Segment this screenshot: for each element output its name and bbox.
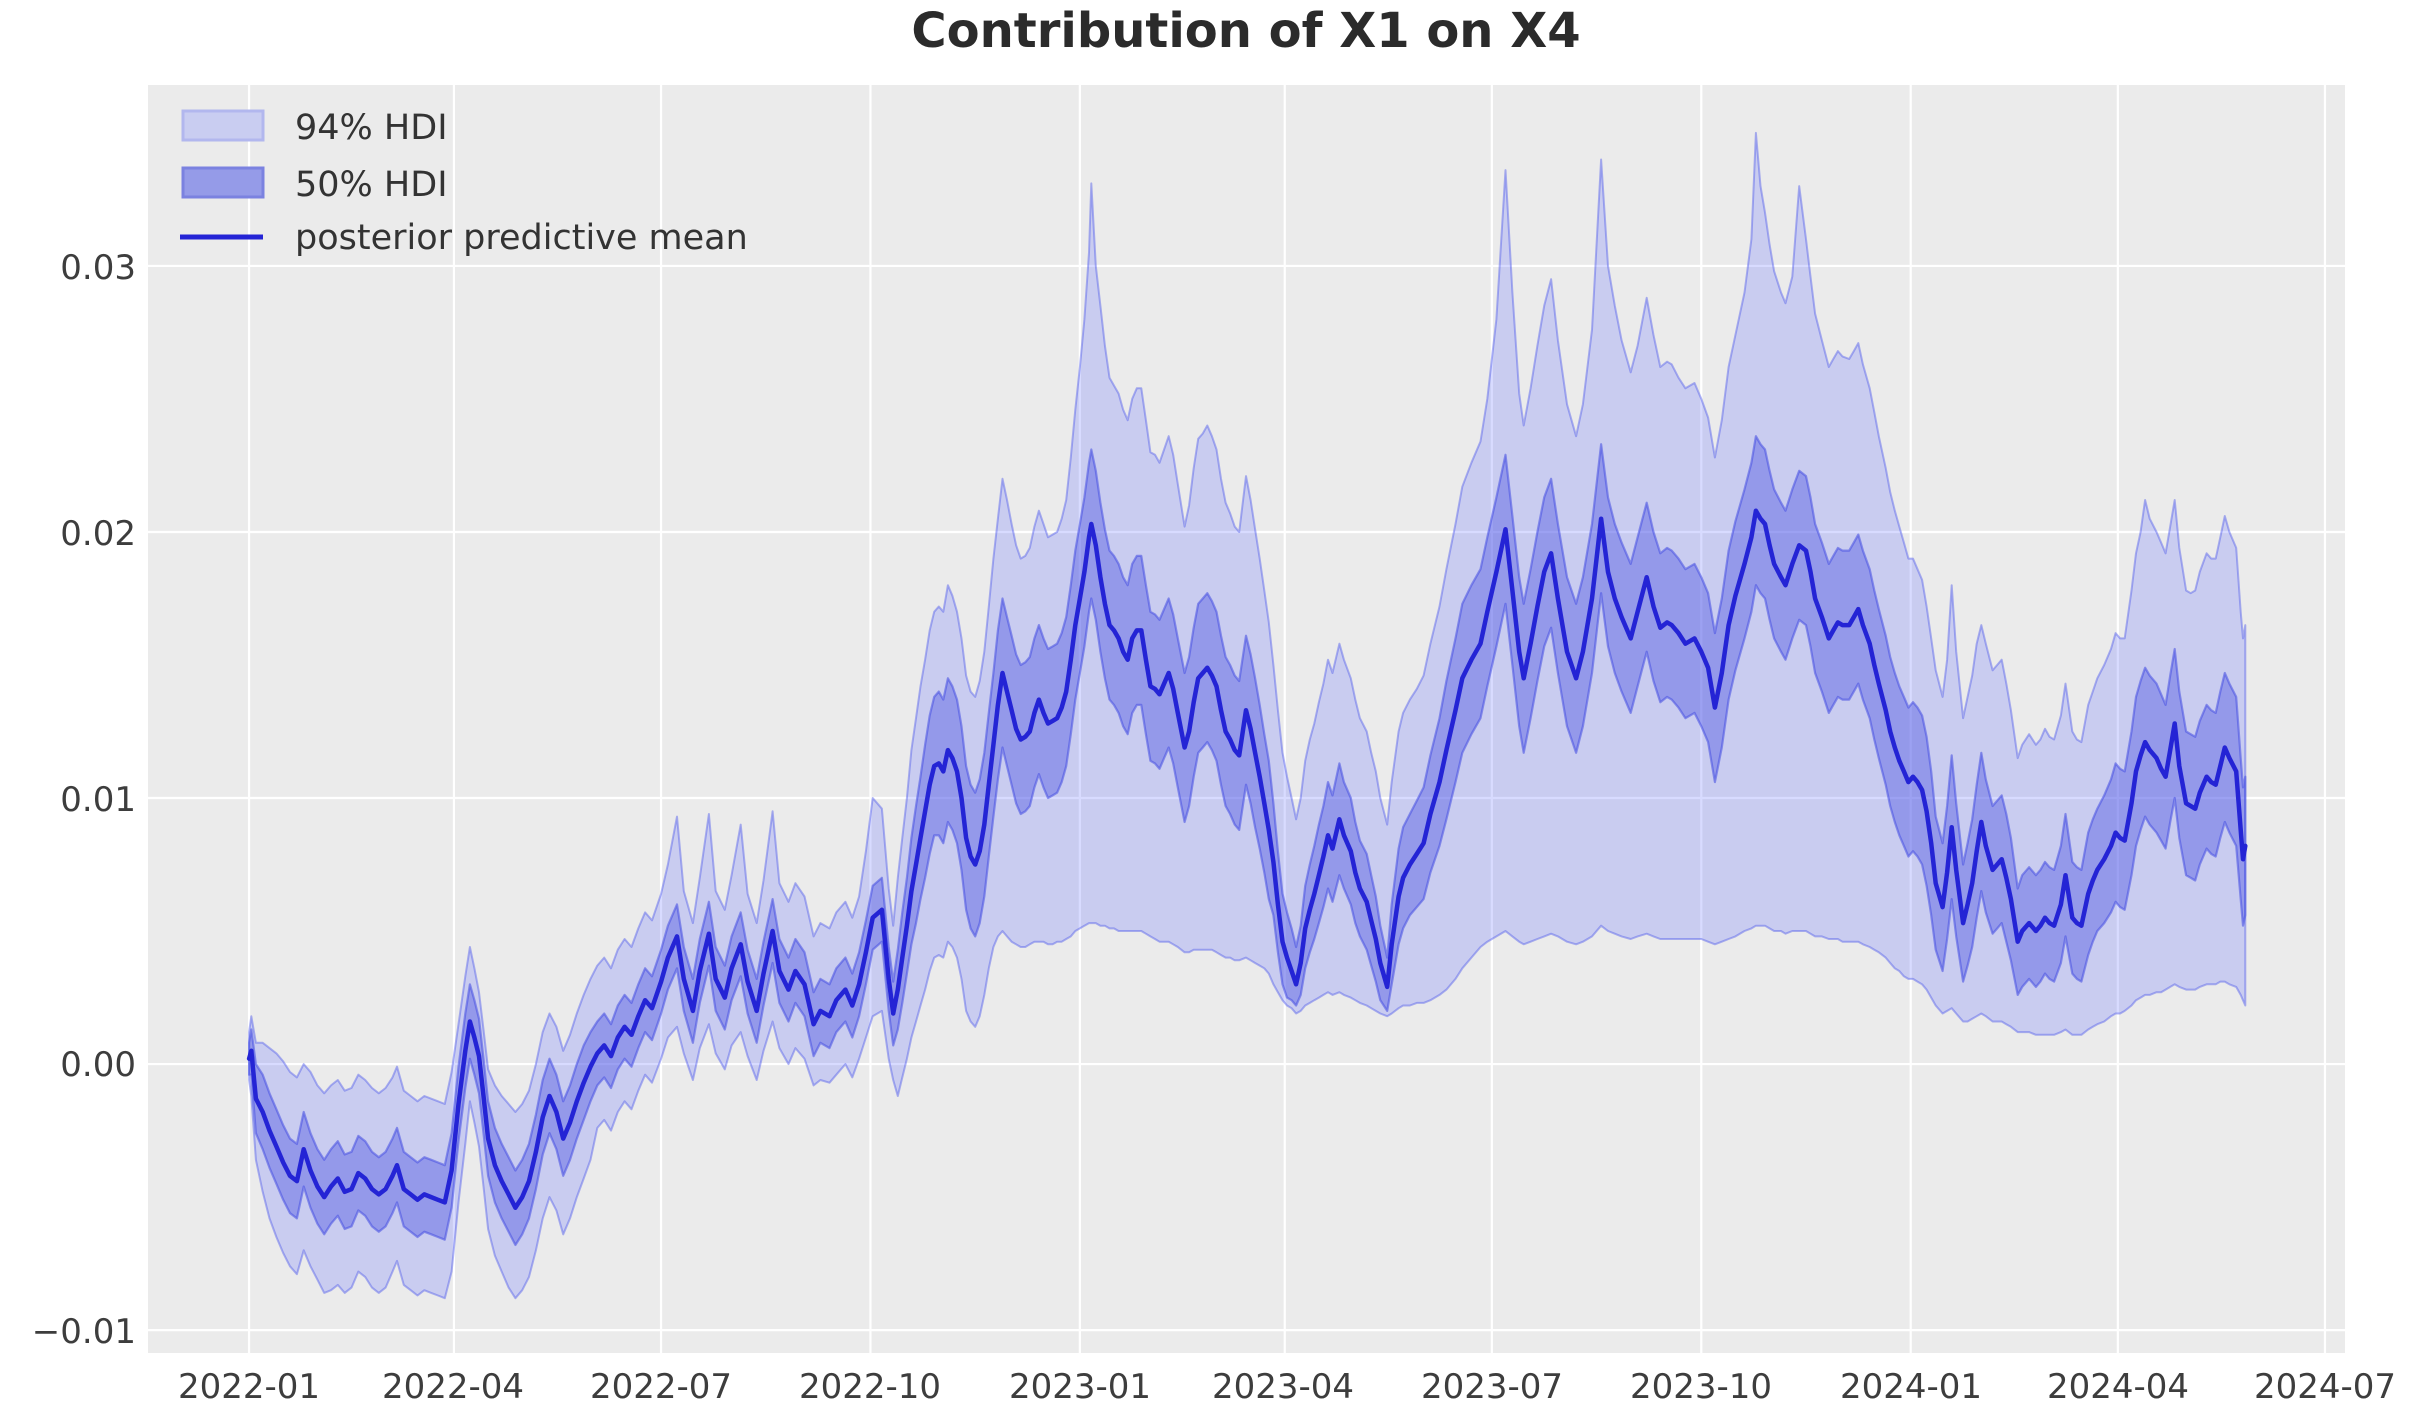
legend-swatch-94-hdi xyxy=(181,109,265,142)
chart-title: Contribution of X1 on X4 xyxy=(911,3,1580,59)
posterior-predictive-mean-line xyxy=(246,508,2248,1210)
x-tick-label: 2023-07 xyxy=(1421,1367,1563,1407)
y-tick-label: −0.01 xyxy=(32,1312,136,1352)
x-tick-label: 2023-04 xyxy=(1212,1367,1354,1407)
hdi-50-band xyxy=(248,435,2247,1247)
x-tick-label: 2022-07 xyxy=(590,1367,732,1407)
x-tick-label: 2022-01 xyxy=(178,1367,320,1407)
legend-swatch-50-hdi xyxy=(181,166,265,199)
y-tick-label: 0.03 xyxy=(60,248,136,288)
x-axis: 2022-01 2022-04 2022-07 2022-10 2023-01 … xyxy=(178,1367,2396,1407)
legend-label-94-hdi: 94% HDI xyxy=(295,108,448,148)
x-tick-label: 2023-10 xyxy=(1630,1367,1772,1407)
x-tick-label: 2022-10 xyxy=(799,1367,941,1407)
legend: 94% HDI 50% HDI posterior predictive mea… xyxy=(180,108,748,258)
data-layers xyxy=(246,131,2248,1300)
y-tick-label: 0.02 xyxy=(60,514,136,554)
y-axis: 0.03 0.02 0.01 0.00 −0.01 xyxy=(32,248,136,1352)
x-tick-label: 2023-01 xyxy=(1009,1367,1151,1407)
x-tick-label: 2024-07 xyxy=(2254,1367,2396,1407)
legend-label-50-hdi: 50% HDI xyxy=(295,165,448,205)
x-tick-label: 2024-04 xyxy=(2047,1367,2189,1407)
y-tick-label: 0.00 xyxy=(60,1045,136,1085)
y-tick-label: 0.01 xyxy=(60,780,136,820)
x-tick-label: 2024-01 xyxy=(1840,1367,1982,1407)
gridlines xyxy=(148,85,2345,1353)
x-tick-label: 2022-04 xyxy=(382,1367,524,1407)
legend-label-mean: posterior predictive mean xyxy=(295,218,748,258)
